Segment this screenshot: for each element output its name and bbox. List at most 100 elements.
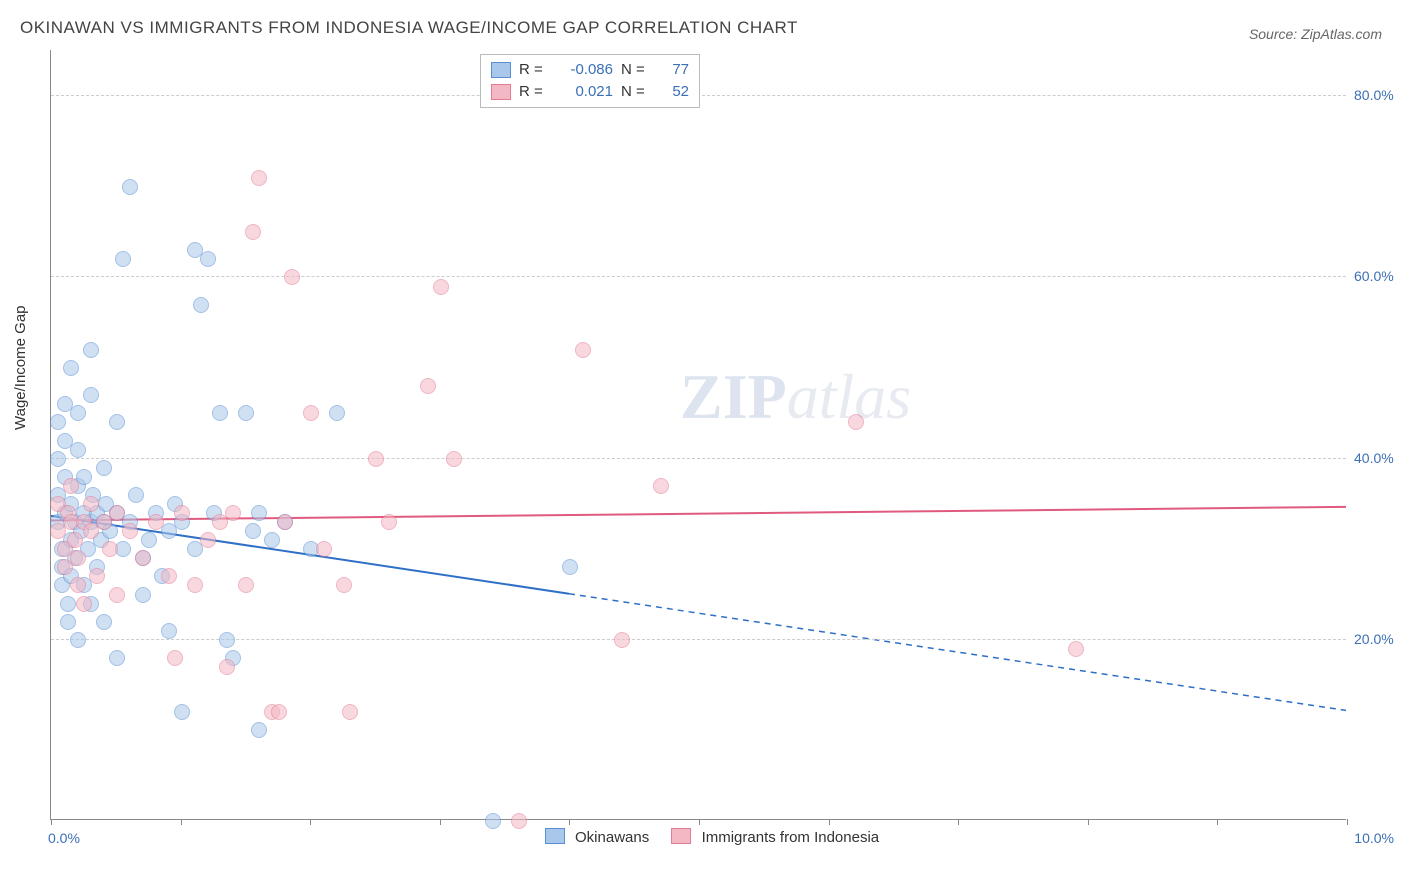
x-tick	[310, 819, 311, 825]
data-point	[277, 514, 293, 530]
data-point	[96, 460, 112, 476]
data-point	[511, 813, 527, 829]
data-point	[109, 505, 125, 521]
legend-label-indonesia: Immigrants from Indonesia	[702, 829, 880, 846]
trend-lines	[51, 50, 1346, 819]
y-tick-label: 60.0%	[1354, 268, 1404, 284]
x-tick	[699, 819, 700, 825]
data-point	[109, 414, 125, 430]
data-point	[238, 577, 254, 593]
data-point	[148, 514, 164, 530]
data-point	[219, 659, 235, 675]
y-tick-label: 20.0%	[1354, 631, 1404, 647]
data-point	[76, 469, 92, 485]
data-point	[264, 532, 280, 548]
bottom-legend: Okinawans Immigrants from Indonesia	[0, 828, 1406, 846]
data-point	[251, 722, 267, 738]
data-point	[245, 523, 261, 539]
gridline	[51, 639, 1346, 640]
n-value-1: 52	[659, 81, 689, 103]
x-tick	[829, 819, 830, 825]
data-point	[174, 704, 190, 720]
data-point	[193, 297, 209, 313]
data-point	[238, 405, 254, 421]
data-point	[848, 414, 864, 430]
data-point	[70, 550, 86, 566]
gridline	[51, 276, 1346, 277]
x-tick	[51, 819, 52, 825]
r-label: R =	[519, 81, 549, 103]
data-point	[187, 577, 203, 593]
data-point	[485, 813, 501, 829]
data-point	[83, 496, 99, 512]
legend-swatch-okinawans	[545, 828, 565, 844]
n-label: N =	[621, 59, 651, 81]
data-point	[83, 387, 99, 403]
x-tick	[958, 819, 959, 825]
r-label: R =	[519, 59, 549, 81]
data-point	[329, 405, 345, 421]
x-tick	[1217, 819, 1218, 825]
data-point	[135, 550, 151, 566]
data-point	[342, 704, 358, 720]
data-point	[420, 378, 436, 394]
data-point	[225, 505, 241, 521]
r-value-1: 0.021	[557, 81, 613, 103]
data-point	[284, 269, 300, 285]
data-point	[70, 632, 86, 648]
data-point	[1068, 641, 1084, 657]
data-point	[70, 405, 86, 421]
data-point	[433, 279, 449, 295]
data-point	[271, 704, 287, 720]
x-tick	[1088, 819, 1089, 825]
data-point	[109, 587, 125, 603]
data-point	[135, 587, 151, 603]
n-label: N =	[621, 81, 651, 103]
data-point	[122, 523, 138, 539]
data-point	[161, 623, 177, 639]
data-point	[219, 632, 235, 648]
data-point	[446, 451, 462, 467]
x-tick	[181, 819, 182, 825]
n-value-0: 77	[659, 59, 689, 81]
stats-swatch-1	[491, 84, 511, 100]
data-point	[128, 487, 144, 503]
data-point	[368, 451, 384, 467]
data-point	[245, 224, 261, 240]
data-point	[76, 596, 92, 612]
data-point	[141, 532, 157, 548]
plot-area: 20.0%40.0%60.0%80.0%	[50, 50, 1346, 820]
data-point	[96, 614, 112, 630]
chart-title: OKINAWAN VS IMMIGRANTS FROM INDONESIA WA…	[20, 18, 798, 38]
data-point	[167, 650, 183, 666]
x-tick	[440, 819, 441, 825]
data-point	[303, 405, 319, 421]
data-point	[60, 614, 76, 630]
x-tick	[1347, 819, 1348, 825]
data-point	[115, 251, 131, 267]
data-point	[83, 342, 99, 358]
data-point	[316, 541, 332, 557]
data-point	[60, 596, 76, 612]
data-point	[200, 251, 216, 267]
data-point	[63, 360, 79, 376]
legend-label-okinawans: Okinawans	[575, 829, 649, 846]
data-point	[381, 514, 397, 530]
stats-legend: R = -0.086 N = 77 R = 0.021 N = 52	[480, 54, 700, 108]
data-point	[70, 442, 86, 458]
data-point	[614, 632, 630, 648]
gridline	[51, 458, 1346, 459]
data-point	[653, 478, 669, 494]
legend-swatch-indonesia	[671, 828, 691, 844]
data-point	[109, 650, 125, 666]
data-point	[161, 568, 177, 584]
source-label: Source: ZipAtlas.com	[1249, 26, 1382, 42]
stats-swatch-0	[491, 62, 511, 78]
data-point	[89, 568, 105, 584]
r-value-0: -0.086	[557, 59, 613, 81]
data-point	[174, 505, 190, 521]
y-axis-label: Wage/Income Gap	[12, 305, 29, 430]
data-point	[251, 505, 267, 521]
data-point	[336, 577, 352, 593]
data-point	[122, 179, 138, 195]
